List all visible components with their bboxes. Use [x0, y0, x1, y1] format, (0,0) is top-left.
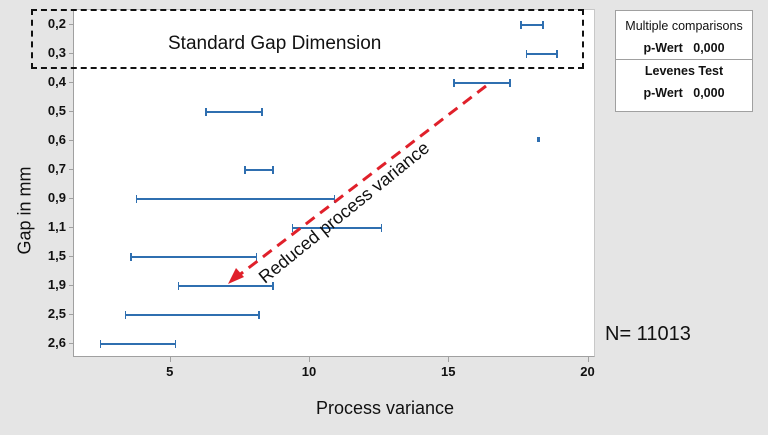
y-tick-label: 0,9 — [47, 190, 66, 205]
interval-bar — [178, 285, 273, 287]
mc-pvalue: 0,000 — [693, 41, 725, 55]
interval-bar — [136, 198, 335, 200]
y-tick-mark — [69, 169, 73, 170]
interval-cap — [291, 223, 294, 232]
levene-pvalue-label: p-Wert — [643, 86, 683, 100]
divider — [616, 59, 752, 60]
interval-bar — [526, 53, 557, 55]
y-tick-label: 0,2 — [47, 16, 66, 31]
interval-bar — [205, 111, 262, 113]
interval-cap — [130, 252, 132, 261]
interval-cap — [258, 310, 260, 319]
interval-bar — [453, 82, 510, 84]
y-tick-label: 0,5 — [47, 103, 66, 118]
interval-bar — [100, 343, 176, 345]
y-tick-label: 2,5 — [47, 306, 66, 321]
y-tick-mark — [69, 24, 73, 25]
y-tick-label: 1,5 — [47, 248, 66, 263]
interval-cap — [453, 78, 455, 87]
standard-gap-box — [31, 9, 584, 69]
standard-gap-label: Standard Gap Dimension — [168, 33, 382, 54]
interval-cap — [99, 339, 102, 348]
interval-bar — [125, 314, 259, 316]
y-tick-mark — [69, 343, 73, 344]
y-tick-label: 1,1 — [47, 219, 66, 234]
interval-cap — [538, 136, 540, 142]
y-tick-label: 0,7 — [47, 161, 66, 176]
mc-title: Multiple comparisons — [625, 19, 743, 33]
x-tick-mark — [169, 357, 171, 362]
interval-cap — [556, 49, 558, 58]
levene-title: Levenes Test — [644, 64, 724, 78]
interval-cap — [272, 281, 274, 290]
mc-pvalue-label: p-Wert — [643, 41, 683, 55]
interval-cap — [255, 252, 258, 261]
sample-size-label: N= 11013 — [605, 323, 691, 345]
y-tick-mark — [69, 82, 73, 83]
levene-pvalue-row: p-Wert 0,000 — [616, 82, 752, 104]
x-tick-label: 10 — [301, 364, 317, 379]
interval-cap — [525, 49, 528, 58]
interval-cap — [135, 194, 138, 203]
interval-cap — [177, 281, 180, 290]
interval-cap — [244, 165, 246, 174]
interval-cap — [174, 339, 177, 348]
y-tick-mark — [69, 227, 73, 228]
interval-cap — [333, 194, 336, 203]
x-tick-label: 15 — [441, 364, 456, 379]
x-tick-label: 20 — [580, 364, 595, 379]
interval-cap — [205, 107, 207, 116]
interval-cap — [536, 136, 539, 142]
y-tick-mark — [69, 111, 73, 112]
stats-table: Multiple comparisons p-Wert 0,000 Levene… — [615, 10, 753, 112]
interval-bar — [520, 24, 543, 26]
y-tick-label: 0,6 — [47, 132, 66, 147]
y-tick-mark — [69, 314, 73, 315]
y-tick-label: 1,9 — [47, 277, 66, 292]
x-tick-label: 5 — [166, 364, 174, 379]
y-tick-mark — [69, 53, 73, 54]
x-tick-mark — [309, 357, 310, 362]
y-tick-mark — [69, 285, 73, 286]
y-tick-label: 0,4 — [47, 74, 66, 89]
x-tick-mark — [587, 357, 589, 362]
y-tick-mark — [69, 198, 73, 199]
interval-bar — [244, 169, 273, 171]
interval-cap — [261, 107, 263, 116]
y-tick-label: 2,6 — [47, 335, 66, 350]
interval-cap — [380, 223, 383, 232]
x-axis-label: Process variance — [316, 398, 455, 418]
mc-pvalue-row: p-Wert 0,000 — [616, 37, 752, 59]
y-tick-mark — [69, 256, 73, 257]
x-tick-mark — [448, 357, 450, 362]
interval-cap — [520, 20, 522, 29]
interval-cap — [272, 165, 274, 174]
interval-cap — [124, 310, 127, 319]
y-tick-mark — [69, 140, 73, 141]
interval-bar — [130, 256, 257, 258]
levene-pvalue: 0,000 — [693, 86, 725, 100]
interval-cap — [542, 20, 544, 29]
interval-cap — [509, 78, 511, 87]
interval-bar — [292, 227, 382, 229]
y-tick-label: 0,3 — [47, 45, 66, 60]
